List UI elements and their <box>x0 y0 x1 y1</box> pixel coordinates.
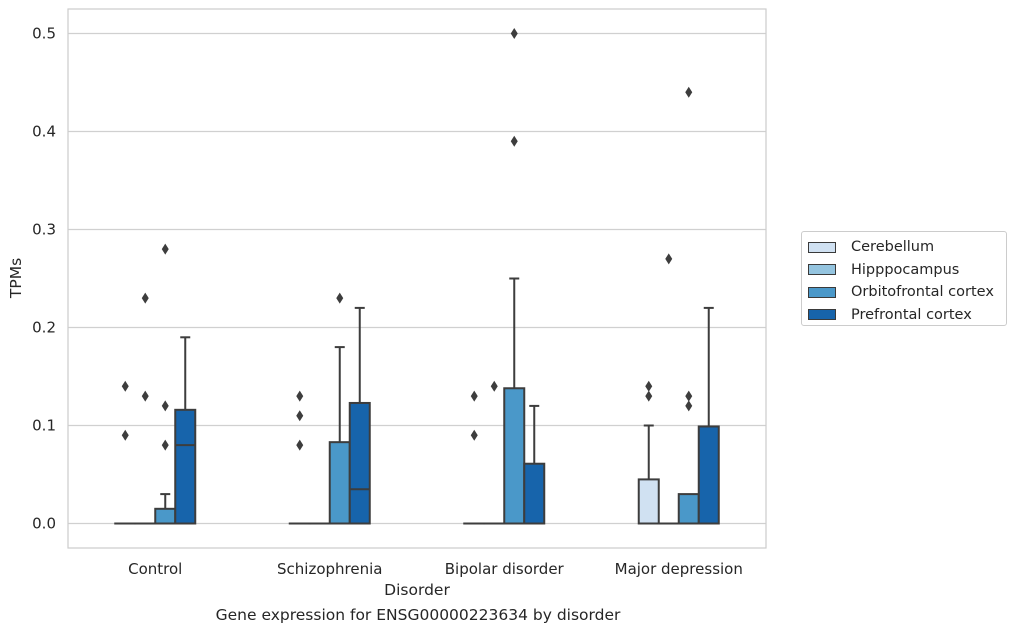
legend-item: Cerebellum <box>808 236 1006 259</box>
y-tick-label: 0.5 <box>32 25 56 43</box>
legend: Cerebellum Hipppocampus Orbitofrontal cort… <box>801 231 1007 326</box>
y-tick-label: 0.4 <box>32 123 56 141</box>
box-prefrontal-cortex <box>174 336 197 525</box>
box-cerebellum <box>114 380 137 525</box>
box-body <box>328 441 351 525</box>
outlier-point <box>510 135 518 147</box>
legend-label: Prefrontal cortex <box>851 306 972 323</box>
legend-item: Hipppocampus <box>808 259 1006 282</box>
outlier-point <box>121 380 129 392</box>
chart-caption: Gene expression for ENSG00000223634 by d… <box>215 606 621 624</box>
x-tick-labels: Control Schizophrenia Bipolar disorder Majo… <box>128 560 743 578</box>
box-body <box>348 401 371 525</box>
box-body <box>637 478 660 525</box>
box-orbitofrontal-cortex <box>503 28 526 525</box>
outlier-point <box>296 410 304 422</box>
legend-label: Orbitofrontal cortex <box>851 284 994 301</box>
box-orbitofrontal-cortex <box>677 86 700 525</box>
outlier-point <box>296 439 304 451</box>
outlier-point <box>141 292 149 304</box>
y-tick-label: 0.0 <box>32 515 56 533</box>
legend-swatch <box>808 286 836 298</box>
outlier-point <box>161 439 169 451</box>
x-tick-label: Major depression <box>615 560 743 578</box>
legend-item: Prefrontal cortex <box>808 304 1006 327</box>
y-tick-label: 0.3 <box>32 221 56 239</box>
legend-swatch <box>808 309 836 321</box>
outlier-point <box>685 400 693 412</box>
x-tick-label: Bipolar disorder <box>445 560 565 578</box>
outlier-point <box>161 243 169 255</box>
box-prefrontal-cortex <box>523 404 546 525</box>
box-prefrontal-cortex <box>697 306 720 525</box>
box-body <box>154 507 177 525</box>
box-body <box>677 493 700 525</box>
y-tick-label: 0.2 <box>32 319 56 337</box>
box-body <box>503 387 526 525</box>
box-cerebellum <box>637 380 660 525</box>
outlier-point <box>336 292 344 304</box>
outlier-point <box>296 390 304 402</box>
outlier-point <box>510 28 518 39</box>
outlier-point <box>490 380 498 392</box>
outlier-point <box>470 390 478 402</box>
outlier-point <box>685 86 693 98</box>
box-cerebellum <box>463 390 486 525</box>
box-prefrontal-cortex <box>348 306 371 525</box>
plot-area <box>114 28 720 525</box>
outlier-point <box>685 390 693 402</box>
y-tick-labels: 0.0 0.1 0.2 0.3 0.4 0.5 <box>32 25 56 533</box>
legend-swatch <box>808 264 836 276</box>
grid-lines <box>68 32 766 525</box>
legend-swatch <box>808 241 836 253</box>
outlier-point <box>645 380 653 392</box>
box-body <box>174 408 197 525</box>
outlier-point <box>665 253 673 265</box>
outlier-point <box>645 390 653 402</box>
legend-label: Cerebellum <box>851 239 935 256</box>
legend-item: Orbitofrontal cortex <box>808 281 1006 304</box>
legend-label: Hipppocampus <box>851 261 960 278</box>
x-tick-label: Control <box>128 560 182 578</box>
y-tick-label: 0.1 <box>32 417 56 435</box>
x-axis-label: Disorder <box>384 581 450 599</box>
box-body <box>697 425 720 525</box>
plot-frame <box>67 8 767 549</box>
outlier-point <box>141 390 149 402</box>
box-body <box>523 462 546 525</box>
y-axis-label: TPMs <box>7 258 25 299</box>
box-cerebellum <box>288 390 311 525</box>
outlier-point <box>470 429 478 441</box>
box-orbitofrontal-cortex <box>154 243 177 525</box>
box-hipppocampus <box>657 253 680 525</box>
x-tick-label: Schizophrenia <box>277 560 382 578</box>
outlier-point <box>121 429 129 441</box>
outlier-point <box>161 400 169 412</box>
box-hipppocampus <box>483 380 506 525</box>
